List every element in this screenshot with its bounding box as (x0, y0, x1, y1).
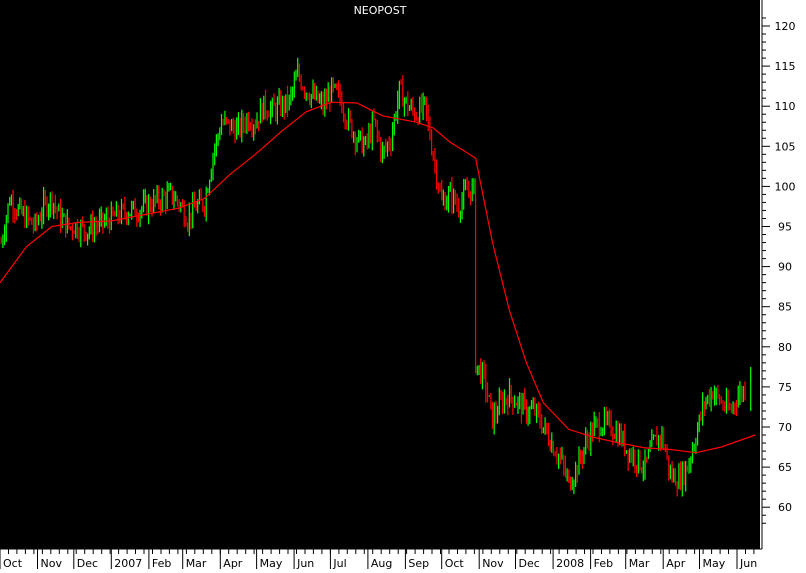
y-tick-label: 95 (778, 221, 792, 234)
plot-area (0, 0, 760, 549)
y-tick-label: 115 (775, 60, 796, 73)
y-tick-label: 100 (775, 180, 796, 193)
x-tick-label: Oct (445, 557, 465, 569)
y-tick-label: 90 (778, 261, 792, 274)
x-tick-label: May (703, 557, 726, 569)
x-tick-label: Mar (186, 557, 207, 569)
x-tick-label: Aug (371, 557, 392, 569)
price-bars (0, 57, 752, 497)
x-tick-label: Feb (152, 557, 171, 569)
moving-average-layer (0, 101, 756, 454)
y-axis: 60 65 70 75 80 85 90 95 100 105 110 115 120 (761, 0, 796, 549)
x-tick-label: 2007 (114, 557, 142, 569)
x-tick-label: Dec (519, 557, 540, 569)
x-tick-label: 2008 (556, 557, 584, 569)
y-tick-label: 110 (775, 100, 796, 113)
y-tick-label: 85 (778, 301, 792, 314)
x-tick-label: Jul (332, 557, 346, 569)
x-tick-label: Sep (408, 557, 429, 569)
moving-average-line (0, 101, 756, 454)
x-tick-label: Jun (296, 557, 314, 569)
x-tick-label: Mar (629, 557, 650, 569)
x-tick-label: Feb (594, 557, 613, 569)
y-tick-label: 65 (778, 461, 792, 474)
y-tick-label: 105 (775, 140, 796, 153)
y-tick-label: 120 (775, 20, 796, 33)
y-tick-label: 80 (778, 341, 792, 354)
y-tick-label: 70 (778, 421, 792, 434)
x-tick-label: Nov (482, 557, 504, 569)
y-tick-label: 60 (778, 501, 792, 514)
y-tick-label: 75 (778, 381, 792, 394)
x-tick-label: Oct (3, 557, 23, 569)
x-tick-label: Dec (77, 557, 98, 569)
x-tick-label: Apr (223, 557, 243, 569)
x-tick-label: Jun (739, 557, 757, 569)
x-tick-label: Apr (666, 557, 686, 569)
x-tick-label: May (260, 557, 283, 569)
x-axis: Oct Nov Dec 2007 Feb Mar Apr May Jun Jul Aug Sep Oct… (0, 548, 762, 570)
chart-title: NEOPOST (354, 4, 407, 17)
x-tick-label: Nov (41, 557, 63, 569)
